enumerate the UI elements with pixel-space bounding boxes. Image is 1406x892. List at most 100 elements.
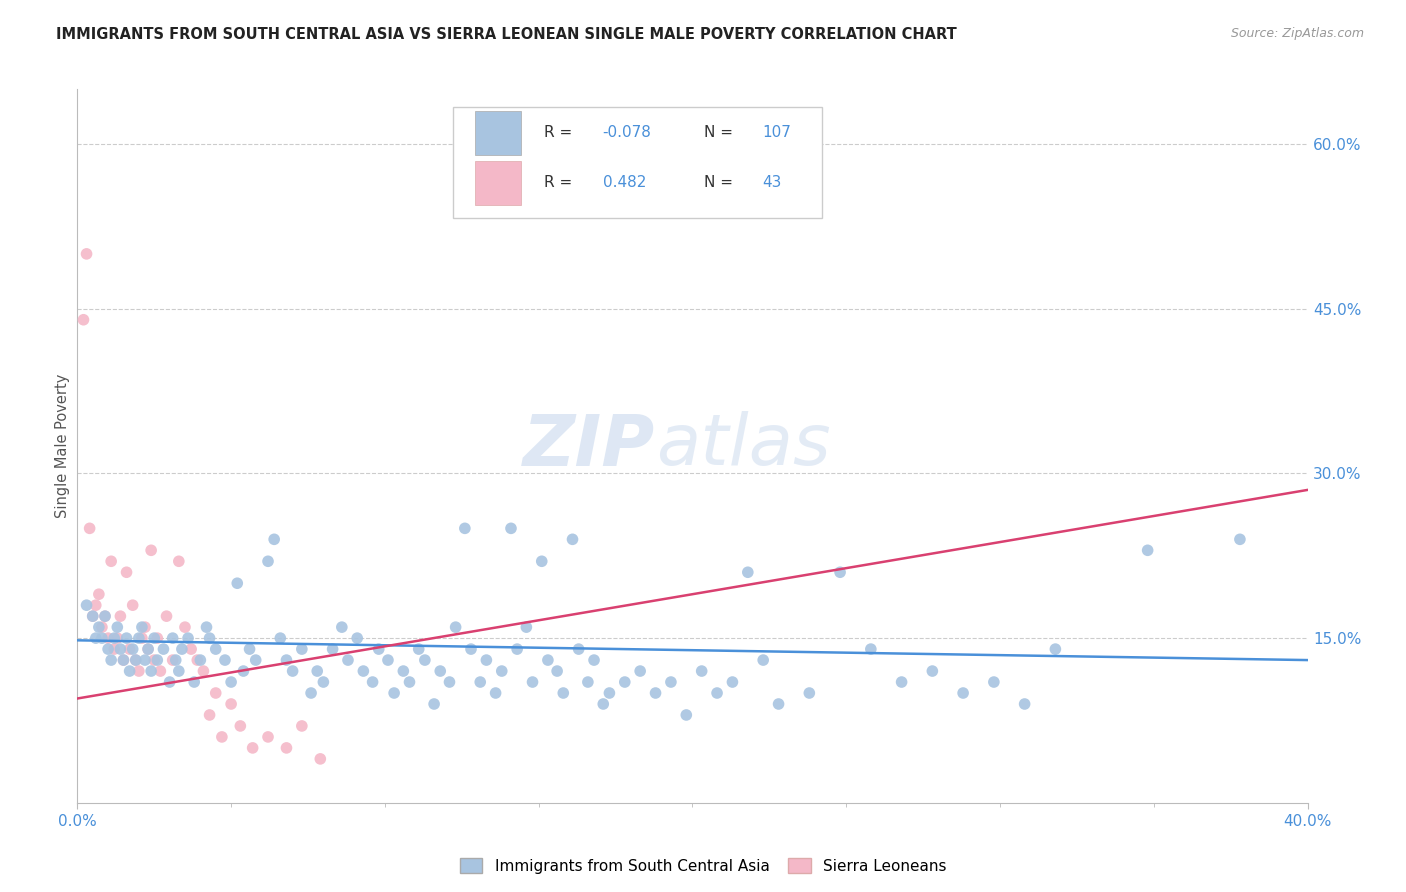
Point	[485, 686, 508, 700]
Point	[576, 675, 599, 690]
Point	[568, 642, 591, 657]
Point	[198, 631, 221, 645]
Point	[76, 247, 98, 261]
Point	[515, 620, 537, 634]
Point	[537, 653, 560, 667]
Point	[219, 675, 242, 690]
Point	[312, 675, 335, 690]
Point	[309, 752, 332, 766]
Point	[128, 631, 150, 645]
Point	[115, 566, 138, 580]
Point	[141, 543, 163, 558]
Point	[269, 631, 291, 645]
Point	[1014, 697, 1036, 711]
Point	[281, 664, 304, 678]
Point	[110, 642, 132, 657]
Point	[125, 653, 148, 667]
Point	[167, 664, 190, 678]
Point	[118, 664, 141, 678]
Point	[429, 664, 451, 678]
Point	[97, 642, 120, 657]
Point	[72, 312, 94, 326]
Point	[131, 631, 153, 645]
Point	[330, 620, 353, 634]
Point	[706, 686, 728, 700]
Point	[195, 620, 218, 634]
Point	[276, 740, 298, 755]
Point	[530, 554, 553, 568]
Point	[546, 664, 568, 678]
Point	[737, 566, 759, 580]
Text: Source: ZipAtlas.com: Source: ZipAtlas.com	[1230, 27, 1364, 40]
Point	[752, 653, 775, 667]
Point	[952, 686, 974, 700]
Point	[170, 642, 193, 657]
Point	[110, 609, 132, 624]
Point	[506, 642, 529, 657]
Point	[245, 653, 267, 667]
FancyBboxPatch shape	[475, 111, 522, 155]
Text: N =: N =	[703, 175, 737, 190]
Point	[112, 653, 135, 667]
Point	[134, 620, 156, 634]
Point	[592, 697, 614, 711]
Point	[82, 609, 104, 624]
Point	[460, 642, 482, 657]
Point	[94, 609, 117, 624]
Point	[103, 631, 125, 645]
Point	[90, 631, 114, 645]
Point	[103, 642, 125, 657]
Point	[87, 620, 110, 634]
Text: ZIP: ZIP	[523, 411, 655, 481]
Point	[146, 653, 169, 667]
Point	[214, 653, 236, 667]
Point	[134, 653, 156, 667]
Point	[553, 686, 575, 700]
Text: N =: N =	[703, 125, 737, 140]
Point	[143, 631, 166, 645]
FancyBboxPatch shape	[453, 107, 821, 218]
Point	[470, 675, 492, 690]
Legend: Immigrants from South Central Asia, Sierra Leoneans: Immigrants from South Central Asia, Sier…	[453, 852, 953, 880]
Point	[193, 664, 215, 678]
Point	[188, 653, 212, 667]
Point	[522, 675, 544, 690]
Text: 43: 43	[762, 175, 782, 190]
Point	[454, 521, 477, 535]
Point	[799, 686, 821, 700]
Text: R =: R =	[544, 175, 576, 190]
Point	[830, 566, 852, 580]
Point	[105, 620, 128, 634]
Point	[84, 631, 107, 645]
Point	[174, 620, 197, 634]
Point	[291, 642, 314, 657]
Text: 107: 107	[762, 125, 792, 140]
Point	[105, 631, 128, 645]
Point	[177, 631, 200, 645]
Point	[84, 598, 107, 612]
Point	[561, 533, 583, 547]
Point	[444, 620, 467, 634]
Point	[155, 609, 177, 624]
Point	[242, 740, 264, 755]
Point	[721, 675, 744, 690]
Point	[232, 664, 254, 678]
Y-axis label: Single Male Poverty: Single Male Poverty	[55, 374, 70, 518]
Point	[675, 708, 697, 723]
Point	[112, 653, 135, 667]
Point	[226, 576, 249, 591]
Text: -0.078: -0.078	[603, 125, 651, 140]
Point	[115, 631, 138, 645]
FancyBboxPatch shape	[475, 161, 522, 205]
Point	[136, 642, 159, 657]
Point	[475, 653, 498, 667]
Point	[439, 675, 461, 690]
Point	[598, 686, 620, 700]
Point	[1136, 543, 1159, 558]
Point	[628, 664, 651, 678]
Point	[97, 631, 120, 645]
Point	[352, 664, 374, 678]
Point	[167, 554, 190, 568]
Point	[583, 653, 606, 667]
Point	[128, 664, 150, 678]
